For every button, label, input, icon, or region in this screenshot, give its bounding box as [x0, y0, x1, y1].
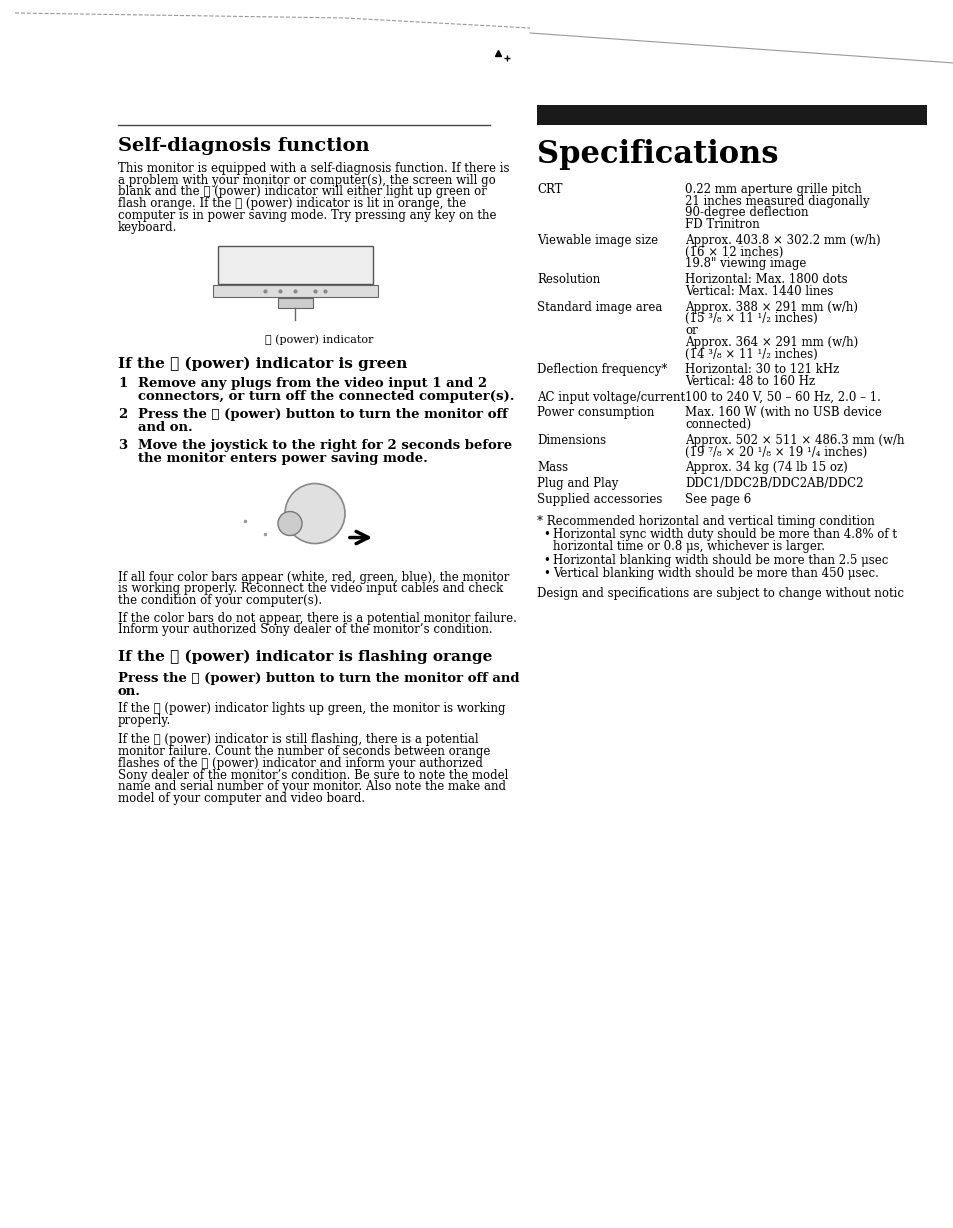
Text: Remove any plugs from the video input 1 and 2: Remove any plugs from the video input 1 …	[138, 377, 487, 389]
Text: Approx. 364 × 291 mm (w/h): Approx. 364 × 291 mm (w/h)	[684, 335, 858, 349]
Text: Deflection frequency*: Deflection frequency*	[537, 363, 667, 376]
Text: Inform your authorized Sony dealer of the monitor’s condition.: Inform your authorized Sony dealer of th…	[118, 624, 492, 636]
Text: Horizontal blanking width should be more than 2.5 μsec: Horizontal blanking width should be more…	[553, 554, 887, 566]
Text: Approx. 502 × 511 × 486.3 mm (w/h: Approx. 502 × 511 × 486.3 mm (w/h	[684, 433, 903, 447]
Text: connectors, or turn off the connected computer(s).: connectors, or turn off the connected co…	[138, 391, 514, 403]
Text: If all four color bars appear (white, red, green, blue), the monitor: If all four color bars appear (white, re…	[118, 571, 509, 583]
Text: Mass: Mass	[537, 462, 568, 474]
Text: Vertical: Max. 1440 lines: Vertical: Max. 1440 lines	[684, 285, 833, 298]
Text: (15 ³/₈ × 11 ¹/₂ inches): (15 ³/₈ × 11 ¹/₂ inches)	[684, 312, 817, 325]
Text: on.: on.	[118, 685, 141, 698]
Text: horizontal time or 0.8 μs, whichever is larger.: horizontal time or 0.8 μs, whichever is …	[553, 540, 824, 553]
Text: 1: 1	[118, 377, 127, 389]
Text: 2: 2	[118, 408, 127, 421]
Text: Approx. 34 kg (74 lb 15 oz): Approx. 34 kg (74 lb 15 oz)	[684, 462, 847, 474]
Circle shape	[285, 484, 345, 544]
Text: 21 inches measured diagonally: 21 inches measured diagonally	[684, 195, 869, 208]
Text: FD Trinitron: FD Trinitron	[684, 219, 759, 231]
Text: Design and specifications are subject to change without notic: Design and specifications are subject to…	[537, 587, 903, 600]
Text: If the ⓨ (power) indicator is flashing orange: If the ⓨ (power) indicator is flashing o…	[118, 650, 492, 663]
Circle shape	[277, 512, 302, 535]
Text: Max. 160 W (with no USB device: Max. 160 W (with no USB device	[684, 406, 881, 420]
Text: If the ⓨ (power) indicator lights up green, the monitor is working: If the ⓨ (power) indicator lights up gre…	[118, 702, 505, 715]
Text: the monitor enters power saving mode.: the monitor enters power saving mode.	[138, 452, 428, 465]
Text: This monitor is equipped with a self-diagnosis function. If there is: This monitor is equipped with a self-dia…	[118, 162, 509, 176]
Text: and on.: and on.	[138, 421, 193, 435]
Bar	[218, 247, 373, 285]
Bar	[537, 106, 926, 125]
Text: Move the joystick to the right for 2 seconds before: Move the joystick to the right for 2 sec…	[138, 440, 512, 452]
Text: Sony dealer of the monitor’s condition. Be sure to note the model: Sony dealer of the monitor’s condition. …	[118, 769, 508, 781]
Text: model of your computer and video board.: model of your computer and video board.	[118, 792, 365, 806]
Text: Power consumption: Power consumption	[537, 406, 654, 420]
Text: Approx. 403.8 × 302.2 mm (w/h): Approx. 403.8 × 302.2 mm (w/h)	[684, 233, 880, 247]
Text: * Recommended horizontal and vertical timing condition: * Recommended horizontal and vertical ti…	[537, 515, 874, 528]
Text: 90-degree deflection: 90-degree deflection	[684, 206, 807, 220]
Text: If the ⓨ (power) indicator is still flashing, there is a potential: If the ⓨ (power) indicator is still flas…	[118, 733, 478, 747]
Text: Supplied accessories: Supplied accessories	[537, 492, 661, 506]
Text: monitor failure. Count the number of seconds between orange: monitor failure. Count the number of sec…	[118, 745, 490, 758]
Text: See page 6: See page 6	[684, 492, 750, 506]
Text: If the color bars do not appear, there is a potential monitor failure.: If the color bars do not appear, there i…	[118, 612, 517, 625]
Text: blank and the ⓨ (power) indicator will either light up green or: blank and the ⓨ (power) indicator will e…	[118, 185, 486, 199]
Text: Horizontal: Max. 1800 dots: Horizontal: Max. 1800 dots	[684, 273, 846, 286]
Text: a problem with your monitor or computer(s), the screen will go: a problem with your monitor or computer(…	[118, 173, 496, 187]
Bar	[277, 298, 313, 308]
Text: flash orange. If the ⓨ (power) indicator is lit in orange, the: flash orange. If the ⓨ (power) indicator…	[118, 198, 466, 210]
Text: Horizontal: 30 to 121 kHz: Horizontal: 30 to 121 kHz	[684, 363, 839, 376]
Bar	[213, 285, 377, 297]
Text: Press the ⓨ (power) button to turn the monitor off: Press the ⓨ (power) button to turn the m…	[138, 408, 507, 421]
Text: AC input voltage/current: AC input voltage/current	[537, 391, 684, 404]
Text: (16 × 12 inches): (16 × 12 inches)	[684, 246, 782, 259]
Text: Horizontal sync width duty should be more than 4.8% of t: Horizontal sync width duty should be mor…	[553, 528, 896, 542]
Text: If the ⓨ (power) indicator is green: If the ⓨ (power) indicator is green	[118, 356, 407, 371]
Text: 19.8" viewing image: 19.8" viewing image	[684, 258, 805, 270]
Text: Viewable image size: Viewable image size	[537, 233, 658, 247]
Text: DDC1/DDC2B/DDC2AB/DDC2: DDC1/DDC2B/DDC2AB/DDC2	[684, 476, 862, 490]
Text: name and serial number of your monitor. Also note the make and: name and serial number of your monitor. …	[118, 780, 505, 793]
Text: 0.22 mm aperture grille pitch: 0.22 mm aperture grille pitch	[684, 183, 861, 196]
Text: is working properly. Reconnect the video input cables and check: is working properly. Reconnect the video…	[118, 582, 503, 596]
Text: keyboard.: keyboard.	[118, 221, 177, 233]
Text: Approx. 388 × 291 mm (w/h): Approx. 388 × 291 mm (w/h)	[684, 301, 857, 313]
Text: the condition of your computer(s).: the condition of your computer(s).	[118, 594, 322, 607]
Text: Standard image area: Standard image area	[537, 301, 661, 313]
Text: Resolution: Resolution	[537, 273, 599, 286]
Text: properly.: properly.	[118, 713, 172, 727]
Text: ⓨ (power) indicator: ⓨ (power) indicator	[265, 334, 373, 345]
Text: computer is in power saving mode. Try pressing any key on the: computer is in power saving mode. Try pr…	[118, 209, 496, 222]
Text: •: •	[542, 528, 549, 542]
Text: flashes of the ⓨ (power) indicator and inform your authorized: flashes of the ⓨ (power) indicator and i…	[118, 756, 482, 770]
Text: Dimensions: Dimensions	[537, 433, 605, 447]
Text: Specifications: Specifications	[537, 139, 778, 169]
Text: (14 ³/₈ × 11 ¹/₂ inches): (14 ³/₈ × 11 ¹/₂ inches)	[684, 348, 817, 361]
Text: •: •	[542, 554, 549, 566]
Text: Self-diagnosis function: Self-diagnosis function	[118, 138, 369, 155]
Text: CRT: CRT	[537, 183, 562, 196]
Text: 3: 3	[118, 440, 127, 452]
Text: Press the ⓨ (power) button to turn the monitor off and: Press the ⓨ (power) button to turn the m…	[118, 672, 519, 685]
Text: Vertical blanking width should be more than 450 μsec.: Vertical blanking width should be more t…	[553, 567, 878, 581]
Text: (19 ⁷/₈ × 20 ¹/₈ × 19 ¹/₄ inches): (19 ⁷/₈ × 20 ¹/₈ × 19 ¹/₄ inches)	[684, 446, 866, 458]
Text: Vertical: 48 to 160 Hz: Vertical: 48 to 160 Hz	[684, 375, 814, 388]
Text: connected): connected)	[684, 419, 750, 431]
Text: 100 to 240 V, 50 – 60 Hz, 2.0 – 1.: 100 to 240 V, 50 – 60 Hz, 2.0 – 1.	[684, 391, 880, 404]
Text: •: •	[542, 567, 549, 581]
Text: Plug and Play: Plug and Play	[537, 476, 618, 490]
Text: or: or	[684, 324, 697, 336]
